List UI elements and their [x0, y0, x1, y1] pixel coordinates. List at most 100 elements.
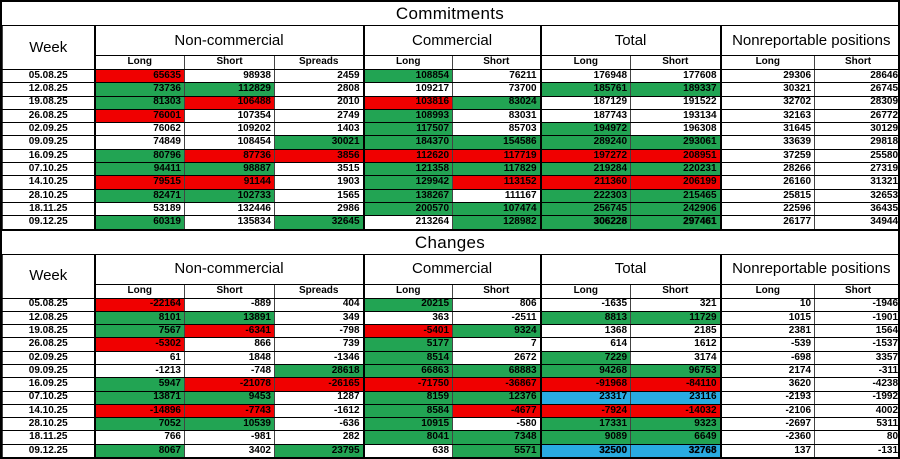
data-cell: 23795	[273, 443, 365, 457]
data-cell: 112620	[362, 148, 454, 164]
data-cell: 20215	[362, 297, 454, 312]
data-cell: 189337	[630, 82, 722, 97]
changes-table: Week Non-commercial Commercial Total Nonrepo…	[2, 253, 898, 457]
data-cell: 185761	[539, 82, 632, 97]
data-cell: 121358	[362, 162, 454, 177]
data-cell: -2697	[719, 417, 816, 432]
data-cell: 213264	[362, 215, 454, 230]
table-row: 16.09.25 5947 -21078 -26165 -71750 -36867 -919…	[2, 377, 898, 392]
data-cell: 3402	[184, 443, 275, 457]
data-cell: 10915	[362, 417, 454, 432]
data-cell: 2459	[273, 68, 365, 84]
data-cell: 1564	[814, 324, 898, 339]
commitments-title: Commitments	[395, 4, 505, 23]
data-cell: -7743	[184, 403, 275, 419]
week-column-header: Week	[2, 253, 95, 299]
data-cell: 3357	[814, 350, 898, 365]
data-cell: 194972	[539, 122, 632, 137]
column-header-short: Short	[184, 283, 275, 299]
data-cell: 289240	[539, 135, 632, 150]
data-cell: -1946	[814, 297, 898, 312]
data-cell: -1213	[93, 363, 185, 379]
data-cell: 60319	[93, 215, 185, 230]
data-cell: 27319	[814, 162, 898, 177]
data-cell: 9323	[630, 417, 722, 432]
data-cell: -2360	[719, 430, 816, 445]
data-cell: -4677	[452, 403, 542, 419]
group-header-commercial: Commercial	[362, 253, 542, 285]
data-cell: 8101	[93, 310, 185, 326]
data-cell: 866	[184, 337, 275, 352]
data-cell: -698	[719, 350, 816, 365]
data-cell: 108454	[184, 135, 275, 150]
data-cell: 6649	[630, 430, 722, 445]
data-cell: -6341	[184, 324, 275, 339]
data-cell: 8067	[93, 443, 185, 457]
data-cell: 91144	[184, 175, 275, 190]
data-cell: -84110	[630, 377, 722, 392]
data-cell: 10539	[184, 417, 275, 432]
data-cell: 282	[273, 430, 365, 445]
column-header-long: Long	[719, 55, 816, 70]
table-row: 09.09.25 74849 108454 30021 184370 154586 2892…	[2, 135, 898, 150]
data-cell: 132446	[184, 201, 275, 217]
data-cell: 242906	[630, 201, 722, 217]
data-cell: 108993	[362, 108, 454, 124]
table-row: 09.12.25 8067 3402 23795 638 5571 32500 32768 13…	[2, 443, 898, 457]
column-header-long: Long	[719, 283, 816, 299]
data-cell: 220231	[630, 162, 722, 177]
data-cell: 363	[362, 310, 454, 326]
data-cell: 13891	[184, 310, 275, 326]
table-row: 12.08.25 8101 13891 349 363 -2511 8813 11729 101…	[2, 310, 898, 326]
data-cell: 103816	[362, 95, 454, 110]
data-cell: -91968	[539, 377, 632, 392]
data-cell: 117507	[362, 122, 454, 137]
data-cell: 8514	[362, 350, 454, 365]
table-row: 07.10.25 13871 9453 1287 8159 12376 23317 23116…	[2, 390, 898, 405]
data-cell: 293061	[630, 135, 722, 150]
data-cell: -2106	[719, 403, 816, 419]
data-cell: -539	[719, 337, 816, 352]
data-cell: 1565	[273, 188, 365, 203]
data-cell: 806	[452, 297, 542, 312]
group-header-total: Total	[539, 253, 722, 285]
week-cell: 02.09.25	[2, 350, 95, 365]
data-cell: 200570	[362, 201, 454, 217]
data-cell: 11729	[630, 310, 722, 326]
column-header-short: Short	[630, 55, 722, 70]
week-cell: 12.08.25	[2, 310, 95, 326]
data-cell: 30321	[719, 82, 816, 97]
week-cell: 26.08.25	[2, 108, 95, 124]
table-row: 19.08.25 7567 -6341 -798 -5401 9324 1368 2185 23…	[2, 324, 898, 339]
data-cell: 1612	[630, 337, 722, 352]
data-cell: -2511	[452, 310, 542, 326]
data-cell: 187743	[539, 108, 632, 124]
data-cell: 9324	[452, 324, 542, 339]
data-cell: 2185	[630, 324, 722, 339]
data-cell: 8584	[362, 403, 454, 419]
data-cell: 30021	[273, 135, 365, 150]
data-cell: 28266	[719, 162, 816, 177]
table-row: 05.08.25 65635 98938 2459 108854 76211 176948 1…	[2, 68, 898, 84]
data-cell: 83031	[452, 108, 542, 124]
data-cell: -2193	[719, 390, 816, 405]
column-header-long: Long	[539, 55, 632, 70]
week-cell: 16.09.25	[2, 148, 95, 164]
data-cell: 33639	[719, 135, 816, 150]
data-cell: 111167	[452, 188, 542, 203]
data-cell: 197272	[539, 148, 632, 164]
data-cell: 31321	[814, 175, 898, 190]
week-cell: 19.08.25	[2, 324, 95, 339]
data-cell: 31645	[719, 122, 816, 137]
data-cell: 28646	[814, 68, 898, 84]
data-cell: 32768	[630, 443, 722, 457]
data-cell: 8813	[539, 310, 632, 326]
data-cell: -889	[184, 297, 275, 312]
data-cell: -1901	[814, 310, 898, 326]
week-cell: 28.10.25	[2, 188, 95, 203]
data-cell: 7052	[93, 417, 185, 432]
data-cell: 219284	[539, 162, 632, 177]
data-cell: 74849	[93, 135, 185, 150]
data-cell: 73736	[93, 82, 185, 97]
data-cell: -580	[452, 417, 542, 432]
